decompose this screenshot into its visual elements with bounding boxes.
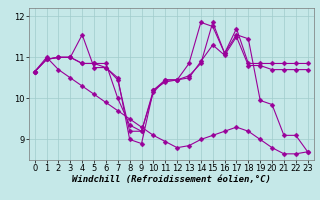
X-axis label: Windchill (Refroidissement éolien,°C): Windchill (Refroidissement éolien,°C) xyxy=(72,175,271,184)
